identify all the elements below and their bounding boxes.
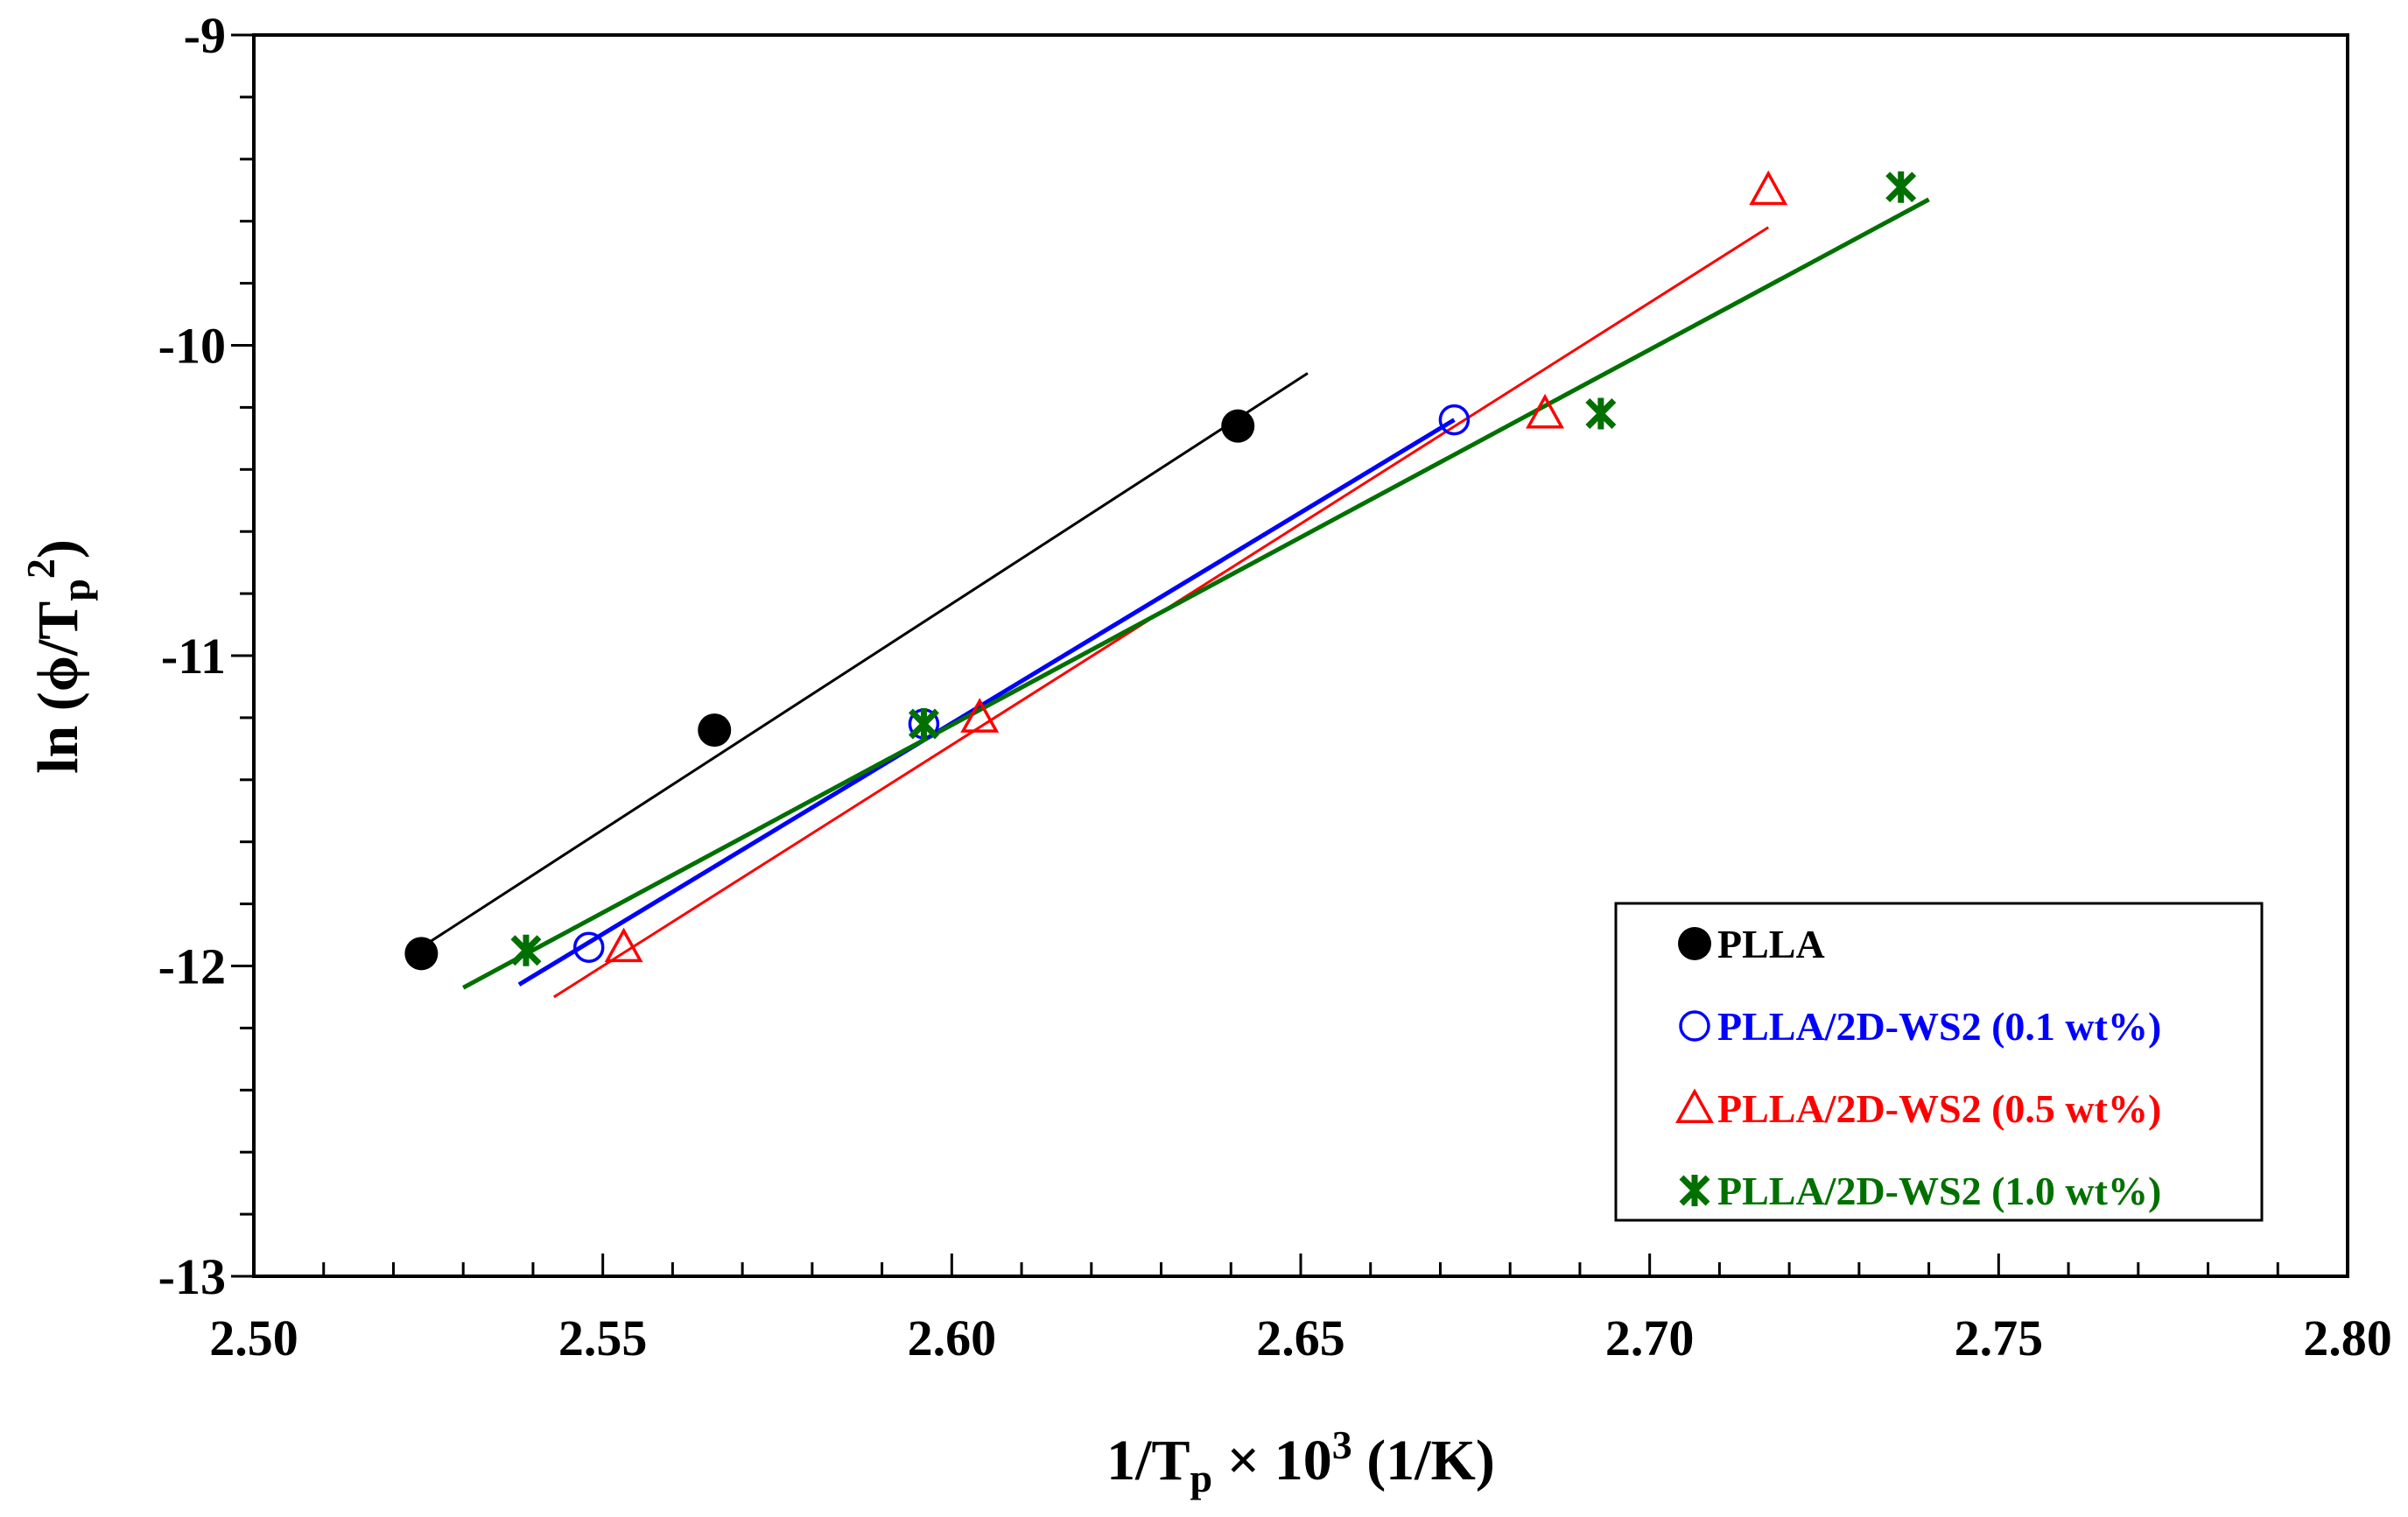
x-tick-label: 2.70 [1605, 1310, 1695, 1366]
x-axis-title-unit: (1/K) [1352, 1429, 1495, 1492]
plot-area-frame [252, 33, 2349, 1278]
y-axis-title-superscript: 2 [18, 558, 63, 579]
y-tick-labels: -9 -10 -11 -12 -13 [158, 7, 226, 1305]
star-marker [510, 934, 542, 966]
legend-label: PLLA/2D-WS2 (0.1 wt%) [1717, 1004, 2161, 1049]
filled-circle-marker [1221, 409, 1255, 443]
fit-line [517, 418, 1456, 987]
y-tick-label: -13 [158, 1248, 226, 1305]
y-tick-label: -11 [161, 628, 226, 685]
star-marker [908, 707, 939, 740]
data-point [1585, 397, 1617, 430]
data-point [1749, 170, 1788, 206]
x-axis-title: 1/Tp × 103 (1/K) [1106, 1422, 1495, 1500]
data-points [404, 170, 1917, 971]
y-tick-label: -10 [158, 318, 226, 375]
data-point [404, 937, 439, 971]
fit-lines [420, 197, 1930, 999]
data-point [1885, 171, 1917, 203]
filled-circle-marker [1678, 927, 1711, 960]
open-triangle-marker [960, 698, 1000, 733]
y-axis-title-main: ln (ϕ/T [26, 601, 90, 774]
x-tick-labels: 2.50 2.55 2.60 2.65 2.70 2.75 2.80 [209, 1310, 2392, 1366]
open-circle-marker [1438, 404, 1471, 436]
data-point [960, 698, 1000, 733]
axis-ticks [231, 33, 2349, 1278]
x-axis-title-main: 1/T [1106, 1429, 1190, 1492]
x-tick-label: 2.75 [1955, 1310, 2044, 1366]
filled-circle-marker [698, 713, 732, 748]
open-circle-marker [1679, 1010, 1710, 1042]
x-tick-label: 2.50 [209, 1310, 298, 1366]
star-marker [1885, 171, 1917, 203]
open-triangle-marker [1749, 170, 1788, 206]
legend: PLLA PLLA/2D-WS2 (0.1 wt%) PLLA/2D-WS2 (0.… [1614, 902, 2264, 1222]
open-triangle-marker [604, 927, 643, 963]
data-point [1679, 1010, 1710, 1042]
fit-line [420, 372, 1309, 949]
open-circle-marker [572, 931, 605, 963]
open-triangle-marker [1675, 1088, 1714, 1123]
x-tick-label: 2.55 [558, 1310, 648, 1366]
x-tick-label: 2.65 [1256, 1310, 1345, 1366]
filled-circle-marker [404, 937, 439, 971]
data-point [1438, 404, 1471, 436]
y-tick-label: -12 [158, 938, 226, 995]
y-axis-title-subscript: p [53, 579, 98, 601]
legend-box [1614, 902, 2264, 1222]
data-point [1678, 927, 1711, 960]
legend-label: PLLA/2D-WS2 (0.5 wt%) [1717, 1086, 2161, 1131]
legend-label: PLLA [1717, 922, 1825, 966]
data-point [1526, 393, 1565, 429]
data-point [604, 927, 643, 963]
data-point [698, 713, 732, 748]
x-tick-label: 2.80 [2303, 1310, 2392, 1366]
x-axis-title-times: × 10 [1212, 1429, 1332, 1492]
x-tick-label: 2.60 [908, 1310, 997, 1366]
data-point [1679, 1175, 1710, 1206]
data-point [1675, 1088, 1714, 1123]
fit-line [462, 197, 1930, 990]
x-axis-title-superscript: 3 [1332, 1422, 1352, 1467]
data-point [510, 934, 542, 966]
open-triangle-marker [1526, 393, 1565, 429]
star-marker [1585, 397, 1617, 430]
y-axis-title-close: ) [26, 539, 90, 558]
star-marker [1679, 1175, 1710, 1206]
legend-label: PLLA/2D-WS2 (1.0 wt%) [1717, 1169, 2161, 1213]
y-axis-title: ln (ϕ/Tp2) [18, 539, 98, 774]
y-tick-label: -9 [184, 7, 226, 64]
data-point [1221, 409, 1255, 443]
x-axis-title-subscript: p [1190, 1456, 1213, 1500]
data-point [572, 931, 605, 963]
data-point [908, 707, 939, 740]
